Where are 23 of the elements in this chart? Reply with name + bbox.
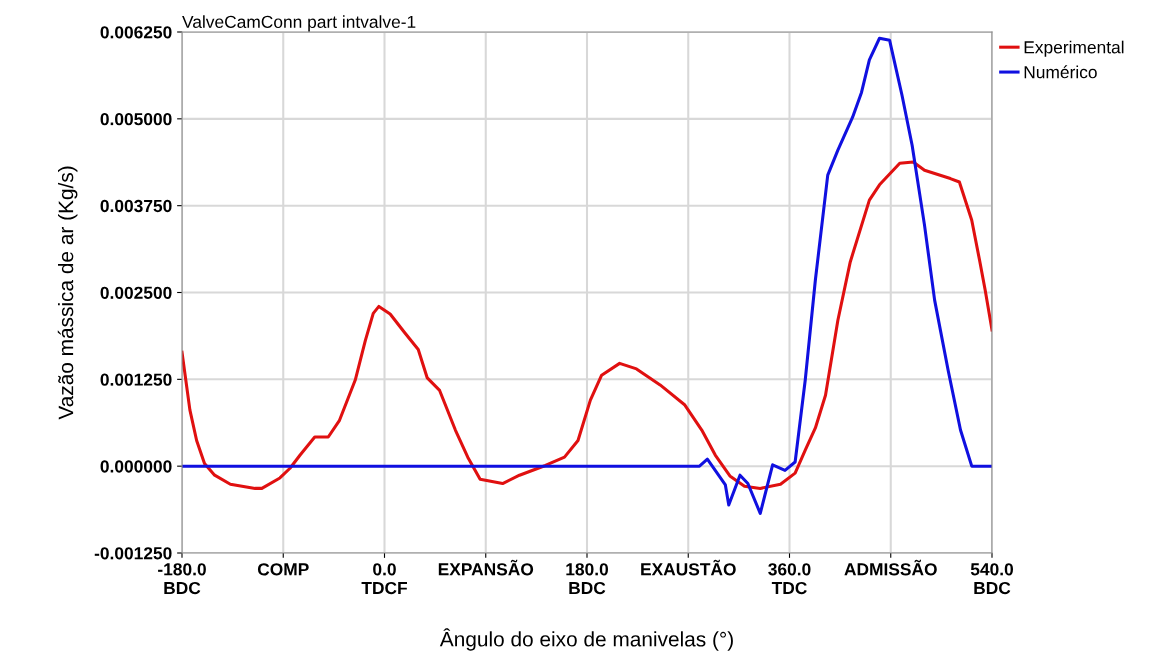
line-series	[182, 36, 992, 515]
y-axis-title: Vazão mássica de ar (Kg/s)	[57, 166, 78, 420]
y-tick-label: 0.003750	[100, 199, 172, 213]
legend-label: Experimental	[1024, 40, 1124, 57]
y-tick-label: 0.002500	[100, 286, 172, 299]
line-series	[182, 160, 992, 490]
y-tick-label: 0.001250	[100, 373, 172, 386]
x-tick-label: 180.0 BDC	[566, 563, 609, 595]
x-tick-label: 0.0 TDCF	[361, 563, 408, 595]
x-tick-label: COMP	[257, 563, 309, 576]
x-axis-title: Ângulo do eixo de manivelas (°)	[439, 628, 733, 651]
y-tick-label: 0.006250	[100, 26, 172, 39]
x-tick-label: 360.0 TDC	[768, 563, 811, 595]
x-tick-label: -180.0 BDC	[158, 563, 206, 595]
x-tick-label: EXAUSTÃO	[641, 559, 736, 576]
x-tick-label: ADMISSÃO	[844, 559, 937, 576]
y-tick-label: 0.005000	[100, 113, 172, 126]
x-tick-label: 540.0 BDC	[970, 563, 1014, 595]
x-tick-label: EXPANSÃO	[438, 559, 534, 576]
chart-title: ValveCamConn part intvalve-1	[182, 15, 416, 32]
legend-label: Numérico	[1024, 65, 1097, 79]
y-tick-label: 0.000000	[100, 460, 172, 473]
y-tick-label: -0.001250	[94, 547, 172, 560]
